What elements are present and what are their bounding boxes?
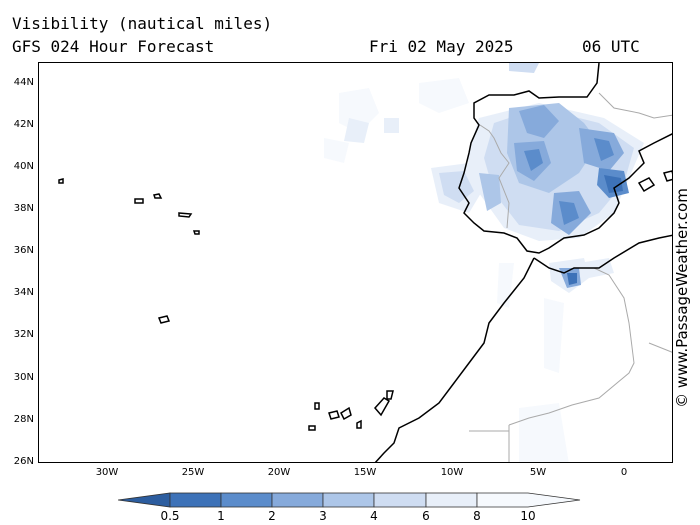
lon-label-5w: 5W xyxy=(529,467,547,478)
lat-label-36n: 36N xyxy=(13,245,34,256)
visibility-map xyxy=(58,63,672,462)
forecast-label: GFS 024 Hour Forecast xyxy=(12,37,215,56)
lon-label-15w: 15W xyxy=(353,467,377,478)
colorbar-seg-0 xyxy=(118,492,171,508)
lon-label-10w: 10W xyxy=(440,467,464,478)
colorbar-seg-6 xyxy=(425,492,478,508)
lat-label-40n: 40N xyxy=(13,161,34,172)
legend-label-0-5: 0.5 xyxy=(160,509,180,523)
legend-label-10: 10 xyxy=(520,509,536,523)
map-panel xyxy=(38,62,673,463)
lon-label-0: 0 xyxy=(620,467,628,478)
visibility-shading xyxy=(324,63,644,462)
site-credit: © www.PassageWeather.com xyxy=(673,188,691,408)
lat-label-44n: 44N xyxy=(13,77,34,88)
legend-label-4: 4 xyxy=(370,509,378,523)
colorbar-seg-1 xyxy=(169,492,222,508)
forecast-date: Fri 02 May 2025 xyxy=(369,37,514,56)
colorbar-seg-4 xyxy=(322,492,375,508)
legend-label-2: 2 xyxy=(268,509,276,523)
country-borders xyxy=(469,92,672,462)
colorbar-seg-5 xyxy=(373,492,427,508)
coastlines xyxy=(58,63,672,462)
legend-label-1: 1 xyxy=(217,509,225,523)
lat-label-30n: 30N xyxy=(13,372,34,383)
visibility-colorbar xyxy=(118,492,581,508)
lat-label-34n: 34N xyxy=(13,287,34,298)
lon-label-25w: 25W xyxy=(181,467,205,478)
legend-label-6: 6 xyxy=(422,509,430,523)
lon-label-20w: 20W xyxy=(267,467,291,478)
colorbar-seg-3 xyxy=(271,492,324,508)
map-title: Visibility (nautical miles) xyxy=(12,14,273,33)
legend-label-3: 3 xyxy=(319,509,327,523)
legend-label-8: 8 xyxy=(473,509,481,523)
lat-label-38n: 38N xyxy=(13,203,34,214)
lat-label-28n: 28N xyxy=(13,414,34,425)
lat-label-26n: 26N xyxy=(13,456,34,467)
colorbar-seg-2 xyxy=(220,492,273,508)
colorbar-seg-7 xyxy=(476,492,581,508)
lat-label-42n: 42N xyxy=(13,119,34,130)
lon-label-30w: 30W xyxy=(95,467,119,478)
forecast-time: 06 UTC xyxy=(582,37,640,56)
lat-label-32n: 32N xyxy=(13,329,34,340)
